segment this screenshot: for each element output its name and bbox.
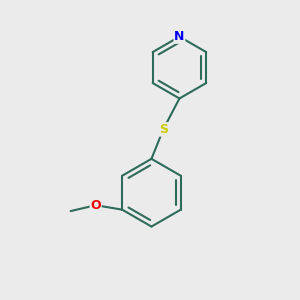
Text: N: N: [174, 30, 184, 43]
Text: O: O: [90, 199, 101, 212]
Text: S: S: [159, 123, 168, 136]
